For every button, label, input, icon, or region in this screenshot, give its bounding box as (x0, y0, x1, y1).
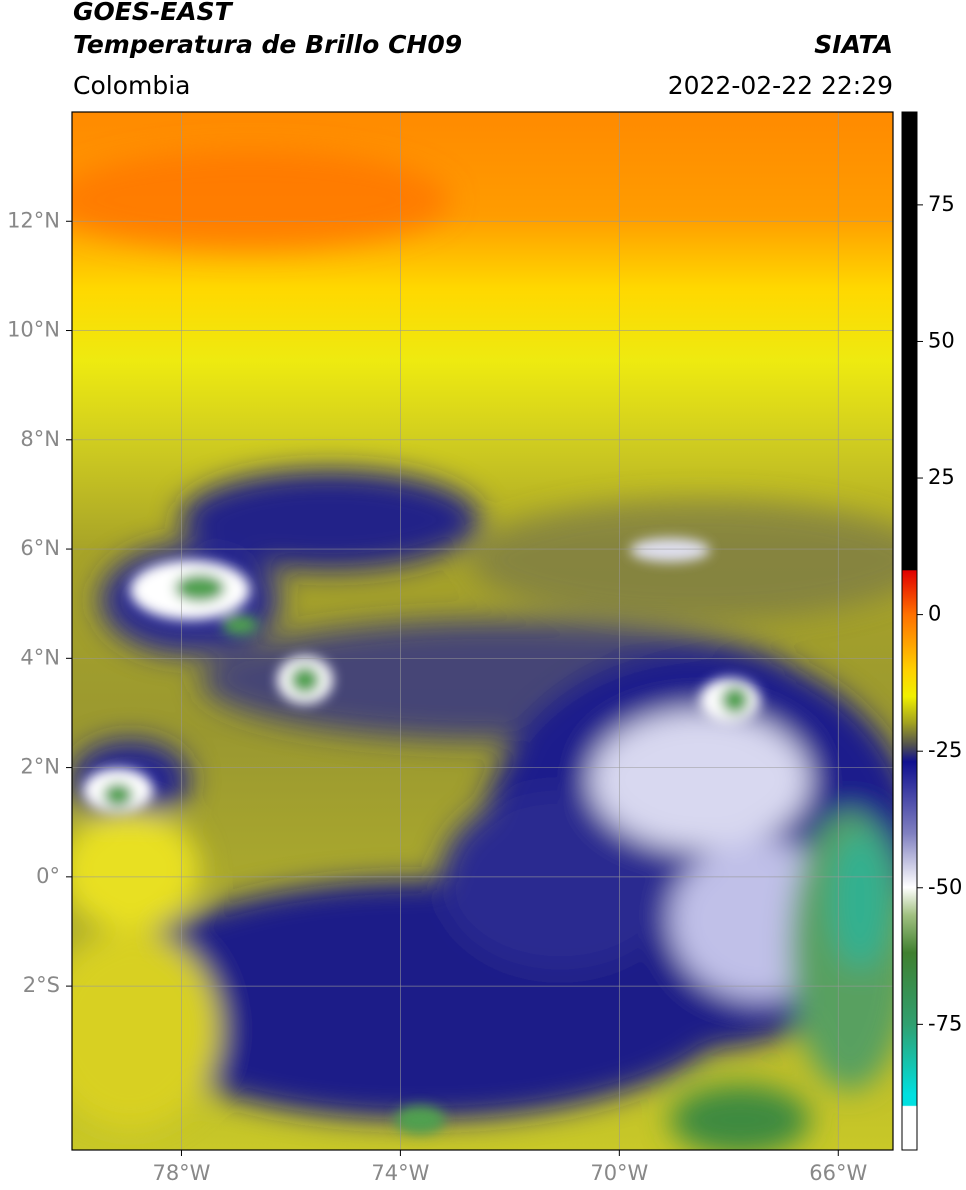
cold-cores (83, 538, 760, 1134)
satellite-image (72, 112, 893, 1150)
colorbar-tick-label: 50 (928, 328, 955, 352)
y-tick-label: 6°N (20, 536, 60, 560)
colorbar-tick-label: 25 (928, 465, 955, 489)
colorbar-tick-label: -50 (928, 875, 962, 899)
y-tick-label: 12°N (7, 208, 60, 232)
source: SIATA (814, 30, 893, 59)
y-tick-label: 8°N (20, 427, 60, 451)
colorbar (901, 111, 918, 1151)
y-tick-label: 10°N (7, 318, 60, 342)
product: Temperatura de Brillo CH09 (73, 30, 462, 59)
x-tick-label: 74°W (371, 1161, 429, 1185)
satellite: GOES-EAST (73, 0, 234, 26)
region: Colombia (73, 71, 190, 100)
colorbar-tick-label: 0 (928, 602, 941, 626)
y-tick-label: 2°S (23, 973, 60, 997)
colorbar-tick-label: 75 (928, 192, 955, 216)
x-tick-label: 70°W (590, 1161, 648, 1185)
y-tick-label: 0° (36, 864, 60, 888)
datetime: 2022-02-22 22:29 (668, 71, 893, 100)
x-tick-label: 66°W (809, 1161, 867, 1185)
x-tick-label: 78°W (152, 1161, 210, 1185)
map-frame (71, 111, 894, 1151)
y-tick-label: 2°N (20, 755, 60, 779)
colorbar-tick-label: -75 (928, 1011, 962, 1035)
colorbar-tick-label: -25 (928, 738, 962, 762)
graticule (72, 112, 893, 1150)
y-tick-label: 4°N (20, 645, 60, 669)
